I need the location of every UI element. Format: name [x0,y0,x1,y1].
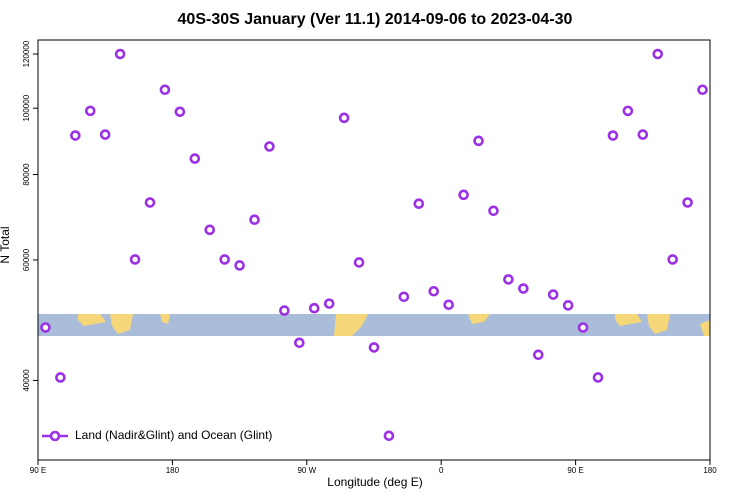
point [189,153,201,164]
x-tick-label: 90 E [567,466,583,475]
point [682,197,693,208]
point [413,198,425,210]
map-strip [38,314,710,336]
x-axis-label: Longitude (deg E) [327,475,422,489]
y-tick-label: 80000 [22,163,31,186]
point [174,106,186,118]
legend-label: Land (Nadir&Glint) and Ocean (Glint) [75,428,272,442]
point [667,254,678,265]
point [55,372,66,383]
x-tick-label: 90 W [297,466,316,475]
point [70,130,81,141]
point [637,129,649,140]
point [622,105,634,117]
point [249,214,260,226]
land [647,314,670,334]
point [40,322,51,333]
point [368,342,380,353]
point [323,298,335,309]
point [488,205,499,217]
y-tick-label: 100000 [22,94,31,121]
chart-title: 40S-30S January (Ver 11.1) 2014-09-06 to… [178,11,573,28]
point [562,300,574,311]
x-tick-label: 180 [703,466,717,475]
point [234,260,245,271]
land [700,320,710,336]
point [129,254,141,265]
point [652,48,664,60]
y-tick-label: 60000 [22,248,31,271]
point [547,289,559,300]
point [84,105,96,117]
point [159,84,171,96]
point [398,291,410,303]
point [458,189,469,201]
point [279,305,290,316]
point [294,337,305,349]
point [204,224,216,236]
point [353,257,365,268]
point [443,299,454,311]
land [468,314,490,324]
point [114,48,126,60]
point [144,197,156,208]
land [334,314,368,336]
point [99,129,111,140]
x-tick-label: 90 E [30,466,46,475]
land [110,314,133,334]
y-tick-label: 120000 [22,40,31,67]
point [383,430,395,442]
land [160,314,170,324]
y-axis-label: N Total [0,226,12,263]
point [607,130,619,141]
point [592,372,604,383]
point [338,112,350,124]
point [577,322,589,333]
y-tick-label: 40000 [22,369,31,392]
x-tick-label: 180 [166,466,180,475]
point [264,141,275,152]
point [697,84,708,96]
point [518,283,529,294]
legend-marker [49,430,61,442]
point [532,349,544,361]
land [615,314,642,326]
point [503,274,514,285]
plot-frame [37,39,711,461]
ocean-band [38,314,710,336]
land [78,314,106,326]
point [219,254,230,265]
point [308,302,320,314]
point [428,285,440,297]
x-tick-label: 0 [439,466,444,475]
point [473,135,484,147]
